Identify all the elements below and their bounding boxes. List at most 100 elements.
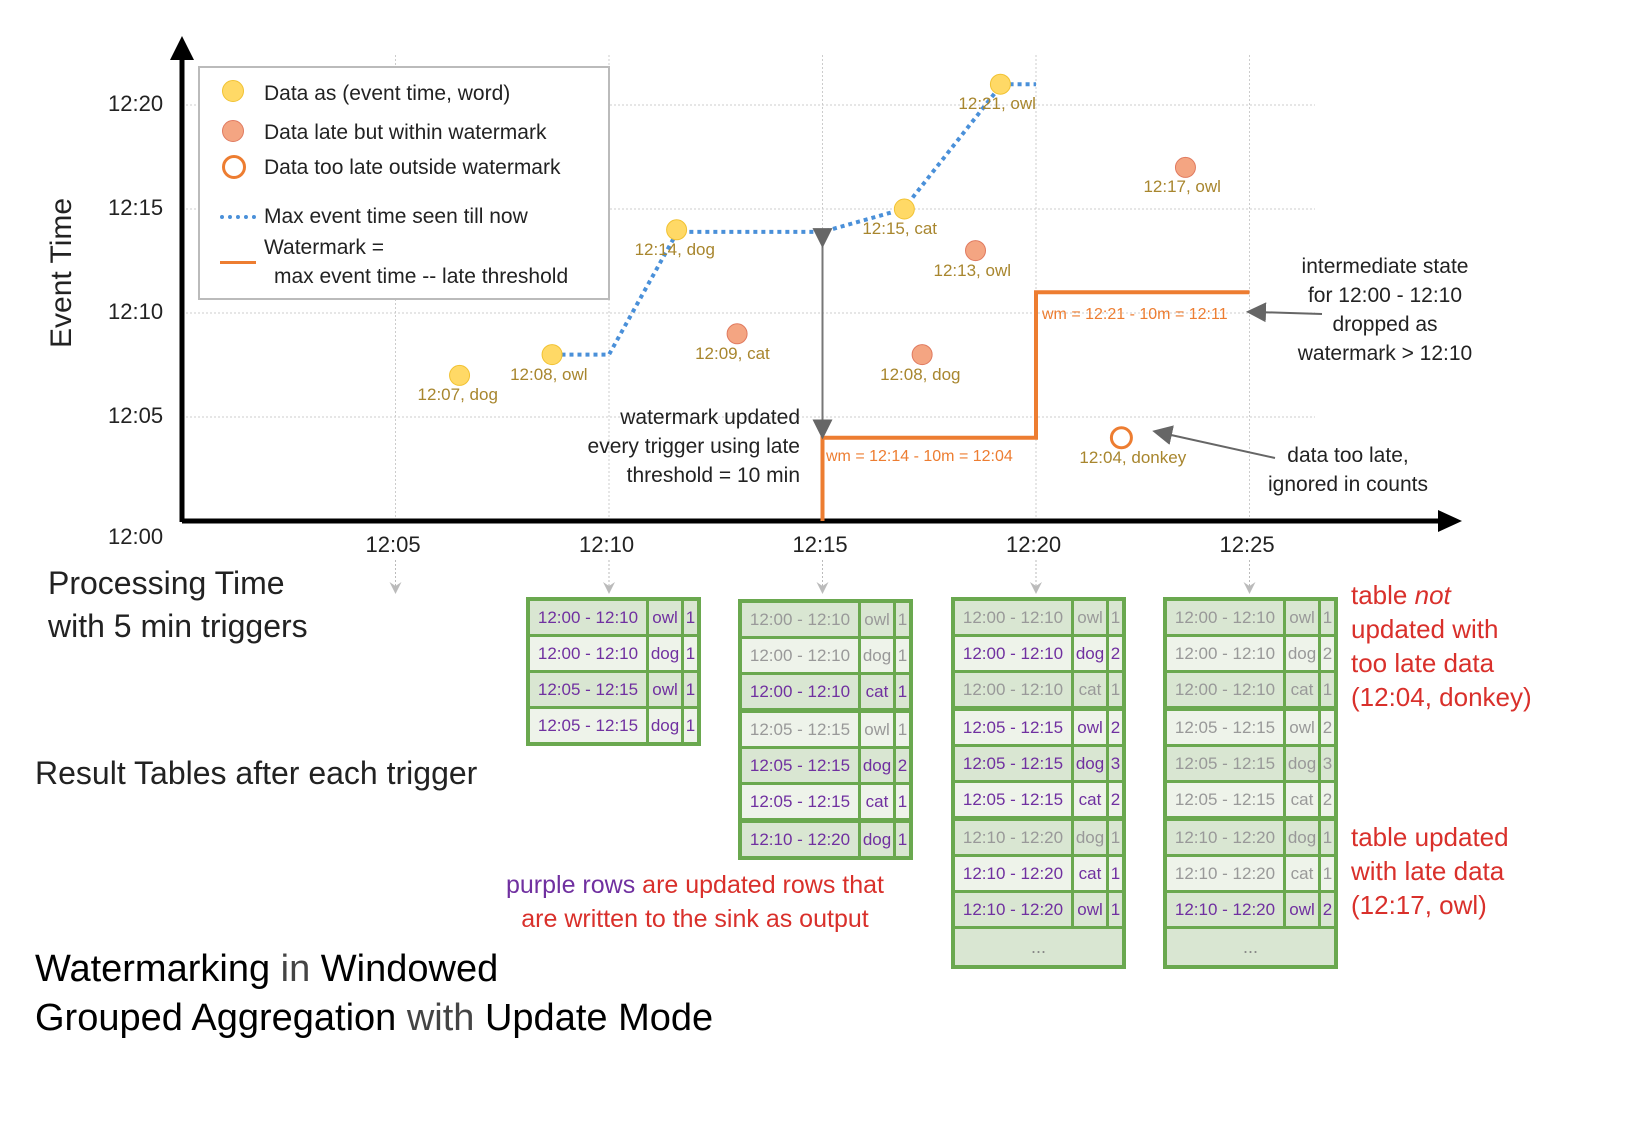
data-point-label: 12:15, cat — [862, 219, 937, 238]
count-cell: 1 — [1109, 673, 1122, 706]
word-cell: owl — [1286, 893, 1318, 926]
y-tick-label: 12:15 — [108, 195, 164, 220]
data-point-on_time — [666, 219, 688, 241]
data-point-late — [911, 344, 933, 366]
count-cell: 1 — [684, 709, 697, 742]
count-cell: 1 — [684, 673, 697, 706]
count-cell: 3 — [1109, 747, 1122, 780]
title-part: with — [396, 997, 485, 1039]
word-cell: owl — [1074, 601, 1106, 634]
table-row: 12:00 - 12:10 owl 1 — [1167, 601, 1334, 634]
data-point-label: 12:13, owl — [933, 260, 1012, 280]
count-cell: 1 — [1321, 821, 1334, 854]
window-cell: 12:05 - 12:15 — [955, 783, 1071, 816]
table-row: 12:00 - 12:10 owl 1 — [742, 603, 909, 636]
updated-row: 12:05 - 12:15 dog 2 — [742, 749, 909, 782]
updated-row: 12:10 - 12:20 dog 1 — [742, 823, 909, 856]
word-cell: cat — [1074, 783, 1106, 816]
window-cell: 12:05 - 12:15 — [530, 709, 646, 742]
result-table: 12:00 - 12:10 owl 1 12:00 - 12:10 dog 2 12:00 … — [951, 597, 1126, 969]
more-rows: ... — [955, 929, 1122, 965]
word-cell: cat — [1286, 857, 1318, 890]
legend-max: Max event time seen till now — [264, 205, 528, 228]
word-cell: dog — [1286, 637, 1318, 670]
legend-too-late: Data too late outside watermark — [264, 156, 561, 179]
word-cell: owl — [861, 603, 893, 636]
line: (12:04, donkey) — [1351, 682, 1532, 712]
note-updated: table updated with late data (12:17, owl) — [1351, 820, 1509, 922]
on-time-marker-icon — [222, 80, 244, 102]
count-cell: 1 — [1109, 857, 1122, 890]
word-cell: cat — [1074, 673, 1106, 706]
title-part: Windowed — [320, 948, 499, 990]
window-cell: 12:10 - 12:20 — [742, 823, 858, 856]
count-cell: 2 — [1109, 783, 1122, 816]
window-cell: 12:05 - 12:15 — [742, 713, 858, 746]
line: for 12:00 - 12:10 — [1307, 284, 1463, 307]
updated-row: 12:05 - 12:15 cat 1 — [742, 785, 909, 818]
count-cell: 1 — [1321, 857, 1334, 890]
window-cell: 12:10 - 12:20 — [1167, 893, 1283, 926]
table-row: 12:00 - 12:10 cat 1 — [955, 673, 1122, 706]
window-cell: 12:00 - 12:10 — [955, 601, 1071, 634]
table-row: 12:00 - 12:10 cat 1 — [1167, 673, 1334, 706]
y-tick-label: 12:00 — [108, 524, 164, 549]
line: threshold = 10 min — [626, 464, 800, 487]
page-title: Watermarking in Windowed Grouped Aggrega… — [35, 945, 713, 1043]
word-cell: owl — [1286, 601, 1318, 634]
x-tick-label: 12:10 — [579, 532, 635, 557]
updated-row: 12:05 - 12:15 dog 3 — [955, 747, 1122, 780]
result-table: 12:00 - 12:10 owl 1 12:00 - 12:10 dog 2 12:00 … — [1163, 597, 1338, 969]
updated-row: 12:00 - 12:10 cat 1 — [742, 675, 909, 708]
count-cell: 2 — [1109, 711, 1122, 744]
count-cell: 1 — [1109, 893, 1122, 926]
word-cell: owl — [861, 713, 893, 746]
window-cell: 12:00 - 12:10 — [530, 637, 646, 670]
data-point-late — [1174, 156, 1196, 178]
window-cell: 12:05 - 12:15 — [742, 749, 858, 782]
count-cell: 1 — [896, 785, 909, 818]
count-cell: 1 — [684, 601, 697, 634]
too-late-marker-icon — [222, 155, 246, 179]
wm-label-1: wm = 12:14 - 10m = 12:04 — [826, 448, 1013, 465]
window-cell: 12:05 - 12:15 — [955, 747, 1071, 780]
legend-wm1: Watermark = — [264, 236, 384, 259]
legend: Data as (event time, word) Data late but… — [198, 66, 610, 300]
updated-row: 12:05 - 12:15 owl 1 — [530, 673, 697, 706]
word-cell: owl — [1286, 711, 1318, 744]
word-cell: owl — [649, 673, 681, 706]
line: watermark updated — [620, 406, 800, 429]
line: table updated — [1351, 822, 1509, 852]
window-cell: 12:10 - 12:20 — [1167, 821, 1283, 854]
window-cell: 12:10 - 12:20 — [955, 821, 1071, 854]
title-part: Update Mode — [484, 997, 714, 1039]
word-cell: cat — [861, 785, 893, 818]
more-rows: ... — [1167, 929, 1334, 965]
watermark-line-icon — [220, 261, 256, 264]
purple-word: purple rows — [505, 871, 636, 899]
updated-row: 12:00 - 12:10 owl 1 — [530, 601, 697, 634]
table-row: 12:10 - 12:20 dog 1 — [955, 821, 1122, 854]
x-axis-arrowhead-icon — [1438, 510, 1462, 532]
line: (12:17, owl) — [1351, 890, 1487, 920]
count-cell: 2 — [1321, 711, 1334, 744]
result-table: 12:00 - 12:10 owl 1 12:00 - 12:10 dog 1 12:00 … — [738, 599, 913, 860]
word-cell: owl — [1074, 711, 1106, 744]
title-part: in — [270, 948, 321, 990]
table-row: 12:00 - 12:10 owl 1 — [955, 601, 1122, 634]
data-point-on_time — [449, 364, 471, 386]
window-cell: 12:05 - 12:15 — [1167, 747, 1283, 780]
window-cell: 12:00 - 12:10 — [742, 603, 858, 636]
line: with late data — [1351, 856, 1505, 886]
window-cell: 12:00 - 12:10 — [742, 675, 858, 708]
data-point-label: 12:08, dog — [880, 364, 961, 384]
count-cell: 2 — [1321, 893, 1334, 926]
word-cell: cat — [1074, 857, 1106, 890]
count-cell: 1 — [1321, 601, 1334, 634]
word-cell: cat — [861, 675, 893, 708]
count-cell: 1 — [896, 639, 909, 672]
line: are written to the sink as output — [521, 905, 869, 933]
table-row: 12:05 - 12:15 dog 3 — [1167, 747, 1334, 780]
title-part: Watermarking — [35, 948, 271, 990]
word-cell: dog — [1074, 747, 1106, 780]
